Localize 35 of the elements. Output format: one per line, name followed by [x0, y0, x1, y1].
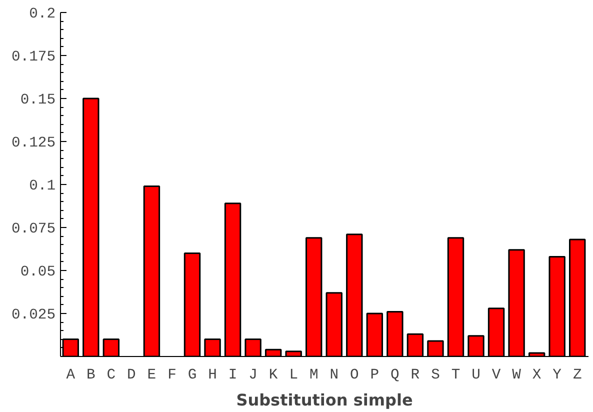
x-tick-label: X: [532, 368, 542, 384]
x-tick-label: W: [512, 368, 522, 384]
x-tick-label: S: [431, 368, 440, 384]
y-tick-label: 0.1: [29, 178, 56, 194]
x-tick-label: Q: [390, 368, 400, 384]
y-tick-label: 0.2: [29, 6, 56, 22]
x-tick-label: U: [472, 368, 480, 384]
x-tick-label: J: [248, 368, 258, 384]
x-tick-label: M: [309, 368, 318, 384]
x-tick-label: I: [228, 368, 238, 384]
x-tick-label: P: [370, 368, 380, 384]
x-tick-label: L: [289, 368, 298, 384]
x-tick-label: G: [188, 368, 197, 384]
y-tick-label: 0.025: [12, 308, 56, 324]
x-tick-label: F: [168, 368, 176, 384]
x-tick-label: O: [350, 368, 359, 384]
x-tick-label: A: [66, 368, 76, 384]
x-tick-label: H: [208, 368, 217, 384]
x-tick-label: V: [492, 368, 501, 384]
y-tick-label: 0.075: [12, 222, 56, 238]
x-tick-label: Y: [552, 368, 562, 384]
x-tick-label: R: [410, 368, 420, 384]
y-tick-label: 0.15: [20, 92, 56, 108]
x-tick-label: C: [106, 368, 116, 384]
y-tick-label: 0.125: [12, 136, 56, 152]
x-tick-label: E: [147, 368, 156, 384]
x-tick-label: T: [451, 368, 460, 384]
y-tick-label: 0.05: [20, 264, 56, 280]
x-tick-label: Z: [572, 368, 582, 384]
x-tick-label: K: [268, 368, 278, 384]
x-tick-label: B: [86, 368, 96, 384]
x-tick-label: D: [127, 368, 136, 384]
x-tick-label: N: [330, 368, 339, 384]
y-tick-label: 0.175: [12, 50, 56, 66]
x-axis-title: Substitution simple: [236, 390, 413, 410]
